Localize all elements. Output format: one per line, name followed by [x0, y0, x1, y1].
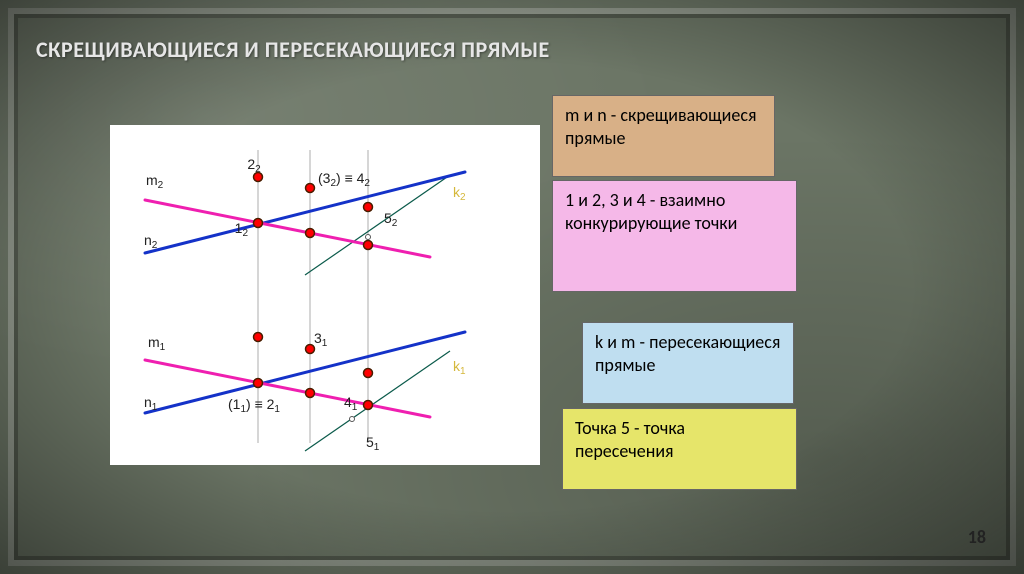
- slide-background: СКРЕЩИВАЮЩИЕСЯ И ПЕРЕСЕКАЮЩИЕСЯ ПРЯМЫЕ m…: [0, 0, 1024, 574]
- slide-title: СКРЕЩИВАЮЩИЕСЯ И ПЕРЕСЕКАЮЩИЕСЯ ПРЯМЫЕ: [36, 36, 550, 63]
- box4: Точка 5 - точка пересечения: [562, 408, 797, 490]
- svg-text:41: 41: [344, 394, 358, 413]
- svg-text:n1: n1: [144, 394, 158, 413]
- svg-text:m1: m1: [148, 334, 166, 353]
- page-number: 18: [968, 526, 986, 548]
- svg-text:51: 51: [366, 434, 380, 453]
- svg-text:k2: k2: [453, 184, 466, 203]
- box3: k и m - пересекающиеся прямые: [582, 322, 794, 404]
- svg-text:12: 12: [235, 220, 249, 239]
- svg-text:31: 31: [314, 330, 328, 349]
- svg-text:(32) ≡ 42: (32) ≡ 42: [318, 170, 370, 189]
- svg-text:n2: n2: [144, 232, 158, 251]
- svg-text:(11) ≡ 21: (11) ≡ 21: [228, 396, 280, 415]
- diagram-panel: m2n2k2m1n1k122(32) ≡ 4212523141(11) ≡ 21…: [110, 125, 540, 465]
- svg-text:22: 22: [247, 156, 261, 175]
- box2: 1 и 2, 3 и 4 - взаимно конкурирующие точ…: [552, 180, 797, 292]
- geometry-diagram: m2n2k2m1n1k122(32) ≡ 4212523141(11) ≡ 21…: [110, 125, 540, 465]
- svg-text:k1: k1: [453, 358, 466, 377]
- svg-text:m2: m2: [146, 172, 164, 191]
- box1: m и n - скрещивающиеся прямые: [552, 95, 775, 177]
